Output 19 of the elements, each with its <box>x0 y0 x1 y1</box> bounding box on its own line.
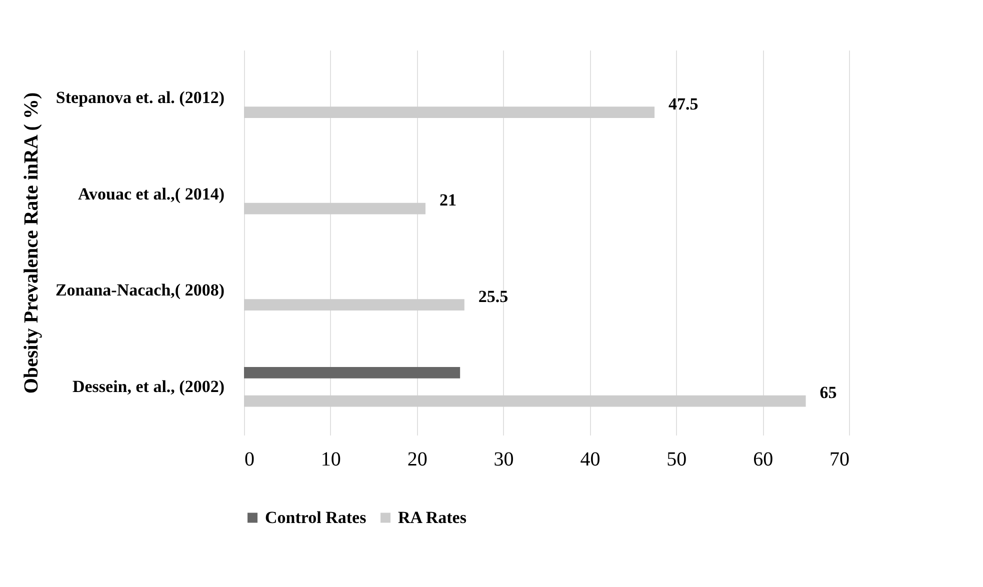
data-label: 65 <box>820 383 837 402</box>
y-axis-title: Obesity Prevalence Rate inRA ( %) <box>20 92 42 394</box>
x-tick-label: 40 <box>580 448 600 470</box>
data-label: 47.5 <box>668 94 698 114</box>
x-tick-label: 60 <box>753 448 774 470</box>
x-tick-label: 50 <box>666 448 687 470</box>
x-tick-label: 30 <box>494 448 514 470</box>
y-tick-label: Zonana-Nacach,( 2008) <box>55 280 224 300</box>
x-tick-label: 20 <box>407 448 428 470</box>
legend-label: Control Rates <box>265 508 367 527</box>
y-tick-label: Avouac et al.,( 2014) <box>78 184 224 204</box>
x-tick-label: 70 <box>830 448 850 470</box>
x-tick-label: 10 <box>320 448 341 470</box>
y-tick-label: Dessein, et al., (2002) <box>72 376 224 396</box>
data-label: 25.5 <box>478 286 508 306</box>
data-label: 21 <box>440 190 456 210</box>
x-tick-label: 0 <box>244 448 254 470</box>
y-tick-label: Stepanova et. al. (2012) <box>56 88 224 108</box>
legend-label: RA Rates <box>398 508 467 527</box>
